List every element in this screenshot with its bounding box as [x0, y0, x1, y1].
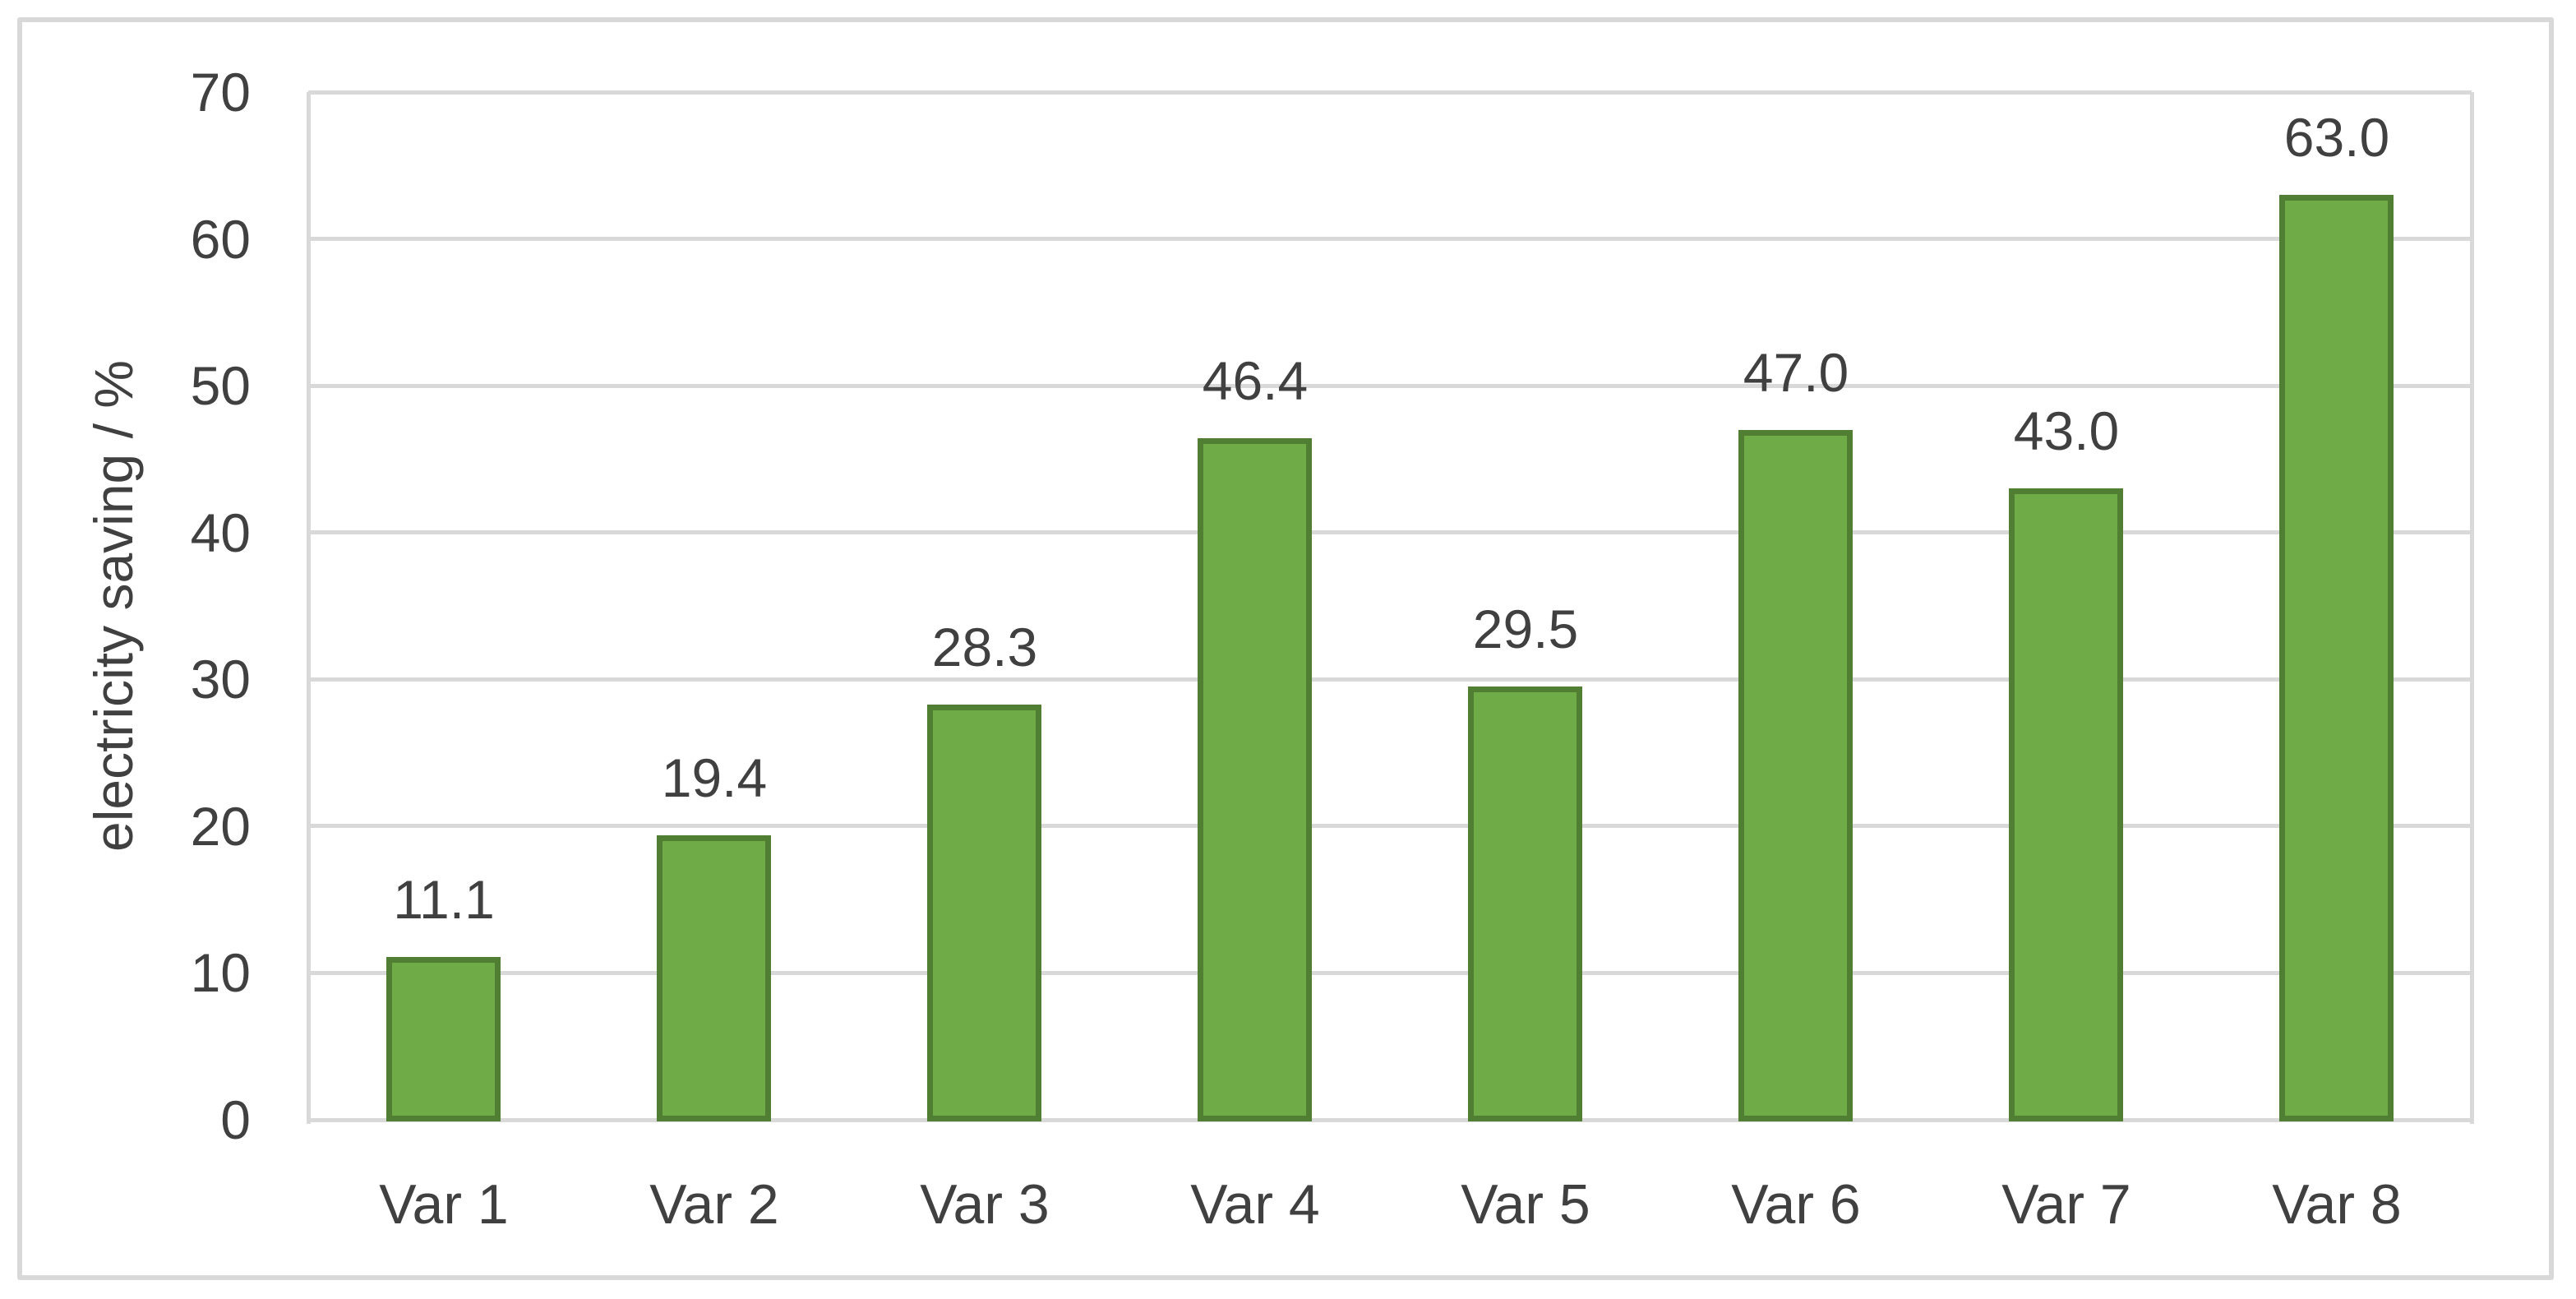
- y-tick-label: 40: [190, 502, 251, 563]
- y-tick-label: 70: [190, 62, 251, 123]
- x-category-label: Var 3: [920, 1173, 1050, 1236]
- x-category-label: Var 1: [379, 1173, 509, 1236]
- bar-var-2: [657, 835, 771, 1121]
- bar-value-label: 63.0: [2283, 107, 2390, 168]
- gridline-y-20: [308, 824, 2472, 828]
- bar-var-7: [2009, 488, 2123, 1121]
- bar-value-label: 28.3: [931, 617, 1038, 677]
- x-category-label: Var 8: [2272, 1173, 2402, 1236]
- y-tick-label: 30: [190, 649, 251, 710]
- bar-value-label: 11.1: [393, 869, 495, 930]
- bar-var-3: [927, 705, 1041, 1121]
- bar-var-4: [1198, 438, 1312, 1121]
- bar-value-label: 29.5: [1472, 599, 1579, 659]
- gridline-y-0: [308, 1118, 2472, 1122]
- gridline-y-50: [308, 384, 2472, 388]
- x-category-label: Var 5: [1461, 1173, 1590, 1236]
- y-tick-label: 60: [190, 209, 251, 270]
- x-category-label: Var 2: [649, 1173, 779, 1236]
- x-category-label: Var 4: [1190, 1173, 1320, 1236]
- x-category-label: Var 7: [2001, 1173, 2131, 1236]
- bar-var-8: [2279, 195, 2394, 1121]
- bar-var-6: [1738, 430, 1853, 1121]
- chart-border: [17, 17, 2554, 1280]
- gridline-y-30: [308, 677, 2472, 682]
- gridline-y-40: [308, 530, 2472, 534]
- bar-value-label: 43.0: [2013, 400, 2120, 461]
- bar-value-label: 46.4: [1202, 350, 1309, 411]
- y-tick-label: 20: [190, 796, 251, 857]
- y-tick-label: 50: [190, 355, 251, 416]
- bar-var-1: [386, 957, 501, 1121]
- gridline-y-10: [308, 971, 2472, 975]
- gridline-y-70: [308, 90, 2472, 95]
- y-axis-line: [307, 92, 311, 1124]
- y-tick-label: 0: [220, 1089, 251, 1150]
- y-tick-label: 10: [190, 942, 251, 1003]
- bar-value-label: 19.4: [661, 747, 768, 808]
- bar-var-5: [1468, 686, 1582, 1121]
- bar-value-label: 47.0: [1743, 342, 1849, 403]
- x-category-label: Var 6: [1731, 1173, 1861, 1236]
- gridline-y-60: [308, 237, 2472, 241]
- plot-right-border: [2470, 92, 2474, 1124]
